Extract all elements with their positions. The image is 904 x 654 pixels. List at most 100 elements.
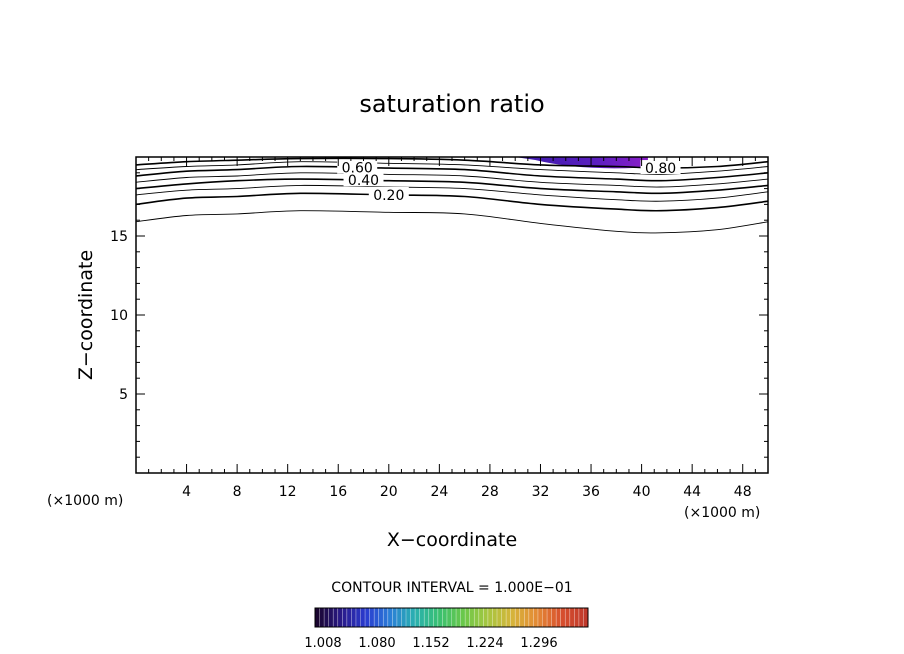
contour-label-layer: 0.200.400.60 0.80 [337,159,681,204]
colorbar-segment [437,608,443,627]
colorbar-segment [383,608,388,627]
colorbar-segment [578,608,584,627]
colorbar-segment [324,608,329,627]
colorbar-segment [474,608,479,627]
colorbar-segment [524,608,529,627]
colorbar-segment [506,608,511,627]
x-tick-label: 24 [430,484,448,500]
colorbar-segment [487,608,493,627]
contour-line-0.4 [135,178,769,195]
colorbar-segment [415,608,420,627]
contour-label: 0.60 [342,160,373,176]
contour-line-0.7 [135,161,769,175]
contour-line-0.2 [135,192,769,212]
plot-frame [135,156,769,474]
contour-label-bg [343,172,384,187]
contour-label: 0.20 [373,188,404,204]
x-axis-title: X−coordinate [387,529,517,551]
colorbar-segment [337,608,343,627]
y-tick-label: 5 [119,387,128,403]
contour-label-bg [337,159,378,174]
colorbar-segment [583,608,588,627]
x-unit-label-right: (×1000 m) [684,505,760,521]
colorbar-segment [433,608,438,627]
colorbar-segment [428,608,434,627]
colorbar-segment [547,608,552,627]
x-tick-label: 16 [329,484,347,500]
x-tick-label: 36 [582,484,600,500]
x-tick-label: 48 [734,484,752,500]
colorbar-segment [369,608,375,627]
colorbar-segment [419,608,425,627]
colorbar-segment [456,608,461,627]
colorbar-segment [424,608,429,627]
colorbar-segment [360,608,366,627]
colorbar-segment [569,608,575,627]
x-tick-label: 44 [683,484,701,500]
colorbar-label: 1.080 [358,636,395,651]
x-tick-label: 28 [481,484,499,500]
colorbar-segment [442,608,447,627]
x-tick-label: 4 [182,484,191,500]
contour-line-0.6 [135,165,769,182]
x-tick-label: 32 [532,484,550,500]
x-axis: 4 8 12 16 20 24 28 32 36 40 44 48 [135,157,769,500]
y-tick-label: 10 [110,308,128,324]
y-axis: 5 10 15 [110,156,768,474]
colorbar-label: 1.008 [304,636,341,651]
colorbar-segment [528,608,534,627]
colorbar-label: 1.296 [520,636,557,651]
colorbar-segment [460,608,466,627]
colorbar-segment [315,608,320,627]
colorbar-label: 1.152 [412,636,449,651]
x-tick-label: 12 [279,484,297,500]
colorbar [314,607,589,628]
colorbar-segment [396,608,402,627]
colorbar-segment [537,608,543,627]
chart-title: saturation ratio [359,90,544,118]
x-unit-label-left: (×1000 m) [47,493,123,509]
colorbar-label: 1.224 [466,636,503,651]
x-tick-label: 40 [633,484,651,500]
colorbar-segment [565,608,570,627]
colorbar-segment [410,608,416,627]
colorbar-segment [365,608,370,627]
colorbar-segment [451,608,457,627]
colorbar-segment [483,608,488,627]
contour-label-bg [368,186,409,201]
colorbar-segment [328,608,334,627]
colorbar-segment [378,608,384,627]
y-axis-title: Z−coordinate [75,250,97,380]
contour-line-0.1 [135,210,769,234]
colorbar-segment [492,608,497,627]
contour-label: 0.40 [348,173,379,189]
contour-interval-label: CONTOUR INTERVAL = 1.000E−01 [331,580,572,596]
colorbar-segment [465,608,470,627]
colorbar-segment [469,608,475,627]
colorbar-segment [446,608,452,627]
colorbar-segment [501,608,507,627]
colorbar-segment [333,608,338,627]
colorbar-segment [346,608,352,627]
shading-layer [515,157,648,169]
colorbar-segment [342,608,347,627]
x-tick-label: 8 [233,484,242,500]
contour-label-bg [640,160,681,175]
colorbar-segment [533,608,538,627]
y-tick-label: 15 [110,229,128,245]
colorbar-segment [387,608,393,627]
colorbar-segment [374,608,379,627]
colorbar-segment [574,608,579,627]
colorbar-segment [319,608,325,627]
colorbar-labels: 1.008 1.080 1.152 1.224 1.296 [304,636,557,651]
colorbar-segment [515,608,520,627]
contour-line-0.3 [135,184,769,202]
contour-line-0.5 [135,172,769,188]
colorbar-segment [351,608,356,627]
colorbar-segment [551,608,557,627]
x-tick-label: 20 [380,484,398,500]
colorbar-frame [314,607,589,628]
shaded-region [515,157,648,169]
colorbar-segment [519,608,525,627]
colorbar-segment [478,608,484,627]
